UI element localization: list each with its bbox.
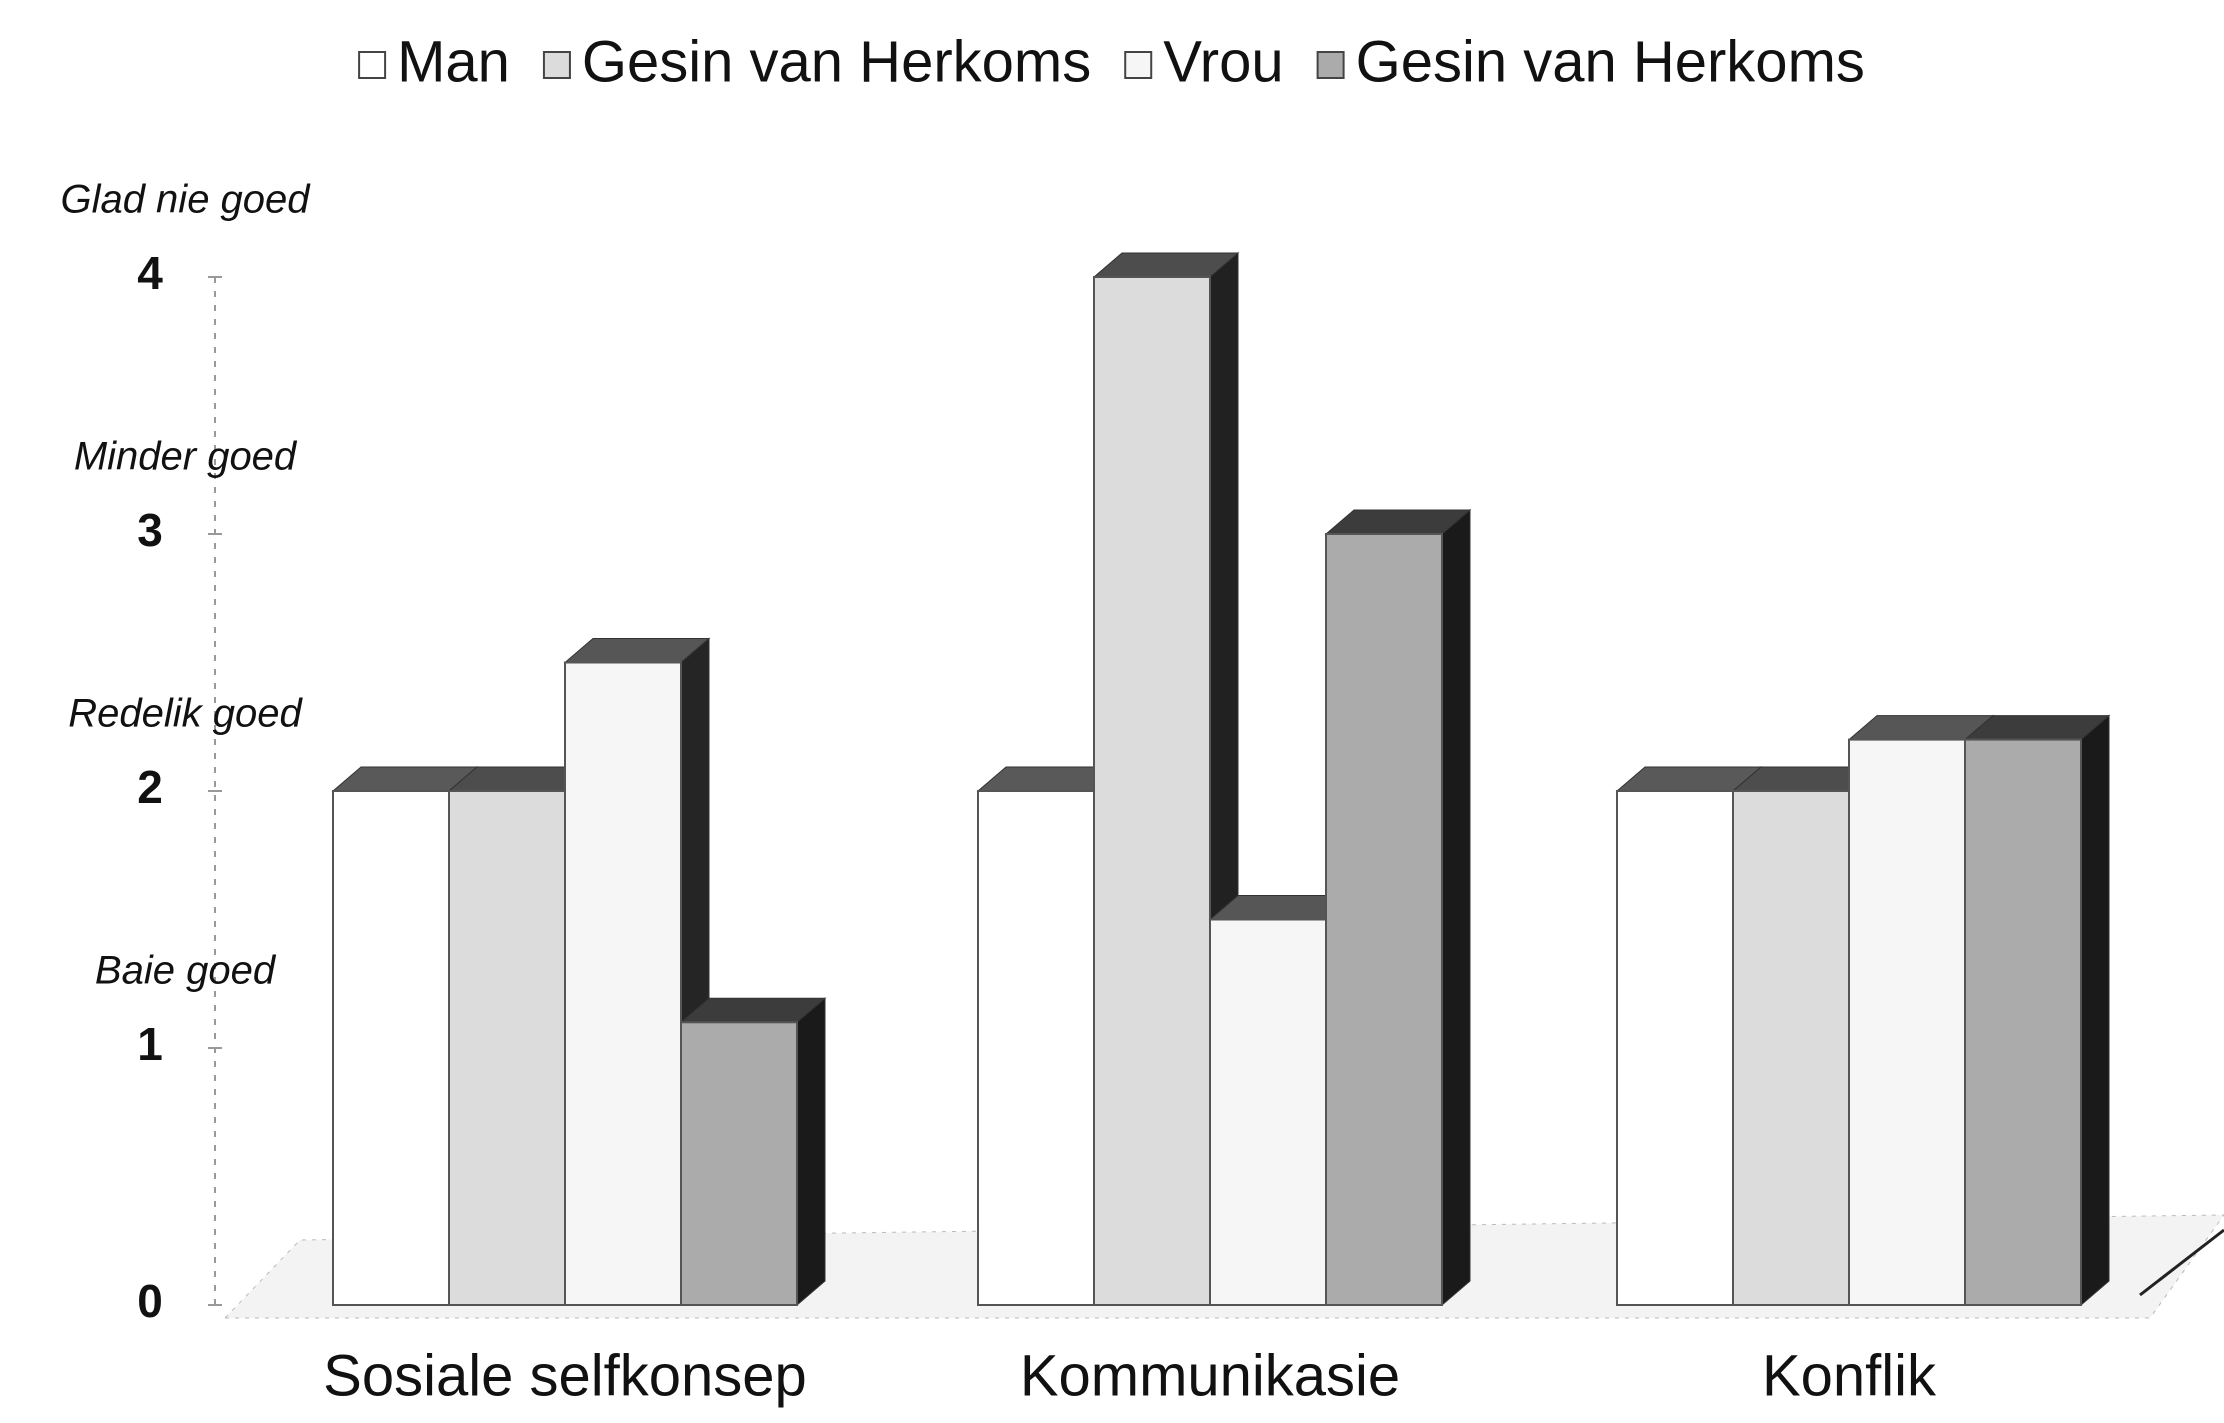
legend-swatch (542, 51, 571, 79)
scale-label: Minder goed (74, 435, 298, 479)
x-tick-label: Sosiale selfkonsep (323, 1343, 807, 1408)
y-tick-label: 2 (137, 761, 163, 813)
bar (1848, 738, 1966, 1306)
bar (448, 790, 566, 1306)
legend-label: Man (397, 29, 510, 94)
legend-item: Gesin van Herkoms (1316, 29, 1865, 94)
y-tick-label: 3 (137, 504, 163, 556)
legend-swatch (1316, 51, 1345, 79)
legend-item: Vrou (1124, 29, 1284, 94)
scale-label: Glad nie goed (60, 178, 311, 222)
legend-label: Gesin van Herkoms (582, 29, 1091, 94)
scale-label: Redelik goed (68, 692, 303, 736)
bar (564, 661, 682, 1306)
bar (332, 790, 450, 1306)
bar (1732, 790, 1850, 1306)
bar (977, 790, 1095, 1306)
legend-swatch (358, 51, 387, 79)
scale-label: Baie goed (95, 949, 277, 993)
bar-side (2080, 714, 2110, 1307)
bar (1209, 918, 1327, 1306)
legend-item: Man (358, 29, 510, 94)
legend-label: Vrou (1163, 29, 1283, 94)
bar-side (796, 997, 826, 1307)
y-tick-label: 0 (137, 1275, 163, 1327)
legend-label: Gesin van Herkoms (1356, 29, 1865, 94)
floor-edge (2139, 1228, 2224, 1297)
bar (1093, 276, 1211, 1306)
x-tick-label: Konflik (1762, 1343, 1937, 1408)
legend-item: Gesin van Herkoms (542, 29, 1091, 94)
bar (1964, 738, 2082, 1306)
bar-side (1441, 508, 1471, 1307)
legend-swatch (1124, 51, 1153, 79)
x-tick-label: Kommunikasie (1020, 1343, 1400, 1408)
bar (1616, 790, 1734, 1306)
bar (680, 1021, 798, 1306)
bar (1325, 533, 1443, 1306)
y-tick-label: 1 (137, 1018, 163, 1070)
y-tick-label: 4 (137, 247, 163, 299)
